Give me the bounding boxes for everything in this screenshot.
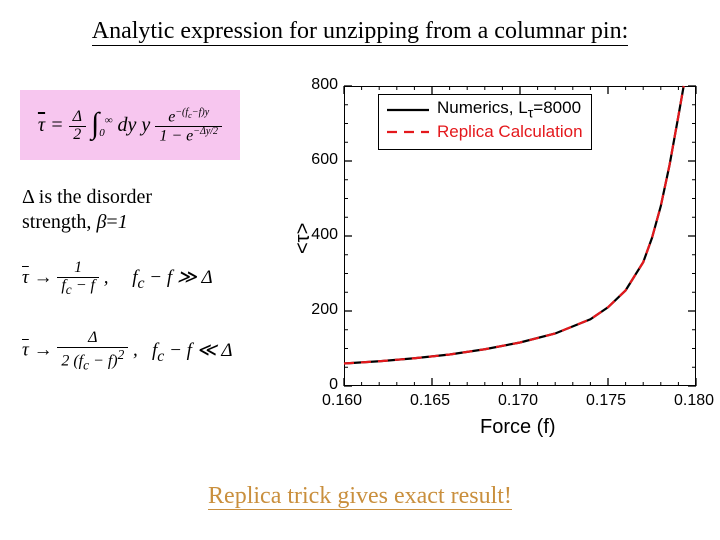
slide-title-text: Analytic expression for unzipping from a…	[92, 18, 629, 46]
x-tick-label: 0.165	[410, 392, 450, 410]
x-tick-label: 0.175	[586, 392, 626, 410]
y-tick-label: 0	[329, 376, 338, 394]
disorder-line2: strength, β=1	[22, 211, 128, 233]
limit-expression-2: τ → Δ2 (fc − f)2 , fc − f ≪ Δ	[22, 330, 232, 372]
legend-swatch	[387, 101, 429, 119]
legend-label: Numerics, Lτ=8000	[437, 98, 581, 121]
slide-root: Analytic expression for unzipping from a…	[0, 0, 720, 540]
legend-entry: Replica Calculation	[387, 121, 583, 143]
main-formula-content: τ = Δ2 ∫0∞ dy y e−(fc−f)y 1 − e−Δy/2	[38, 105, 222, 145]
x-axis-title: Force (f)	[480, 416, 556, 439]
footer-conclusion: Replica trick gives exact result!	[0, 483, 720, 510]
slide-title: Analytic expression for unzipping from a…	[0, 18, 720, 45]
disorder-caption: Δ is the disorder strength, β=1	[22, 185, 242, 235]
limit2-condition: fc − f ≪ Δ	[152, 340, 232, 361]
legend-label: Replica Calculation	[437, 122, 583, 142]
y-tick-label: 800	[311, 76, 338, 94]
limit1-comma: ,	[104, 267, 109, 288]
chart-legend: Numerics, Lτ=8000Replica Calculation	[378, 94, 592, 150]
x-tick-label: 0.180	[674, 392, 714, 410]
x-tick-label: 0.160	[322, 392, 362, 410]
footer-text: Replica trick gives exact result!	[208, 483, 512, 510]
y-tick-label: 600	[311, 151, 338, 169]
tau-vs-force-chart: <τ> Force (f) Numerics, Lτ=8000Replica C…	[274, 76, 708, 460]
x-tick-label: 0.170	[498, 392, 538, 410]
limit2-comma: ,	[133, 340, 138, 361]
limit1-condition: fc − f ≫ Δ	[132, 267, 212, 288]
main-formula: τ = Δ2 ∫0∞ dy y e−(fc−f)y 1 − e−Δy/2	[20, 90, 240, 160]
disorder-line1: Δ is the disorder	[22, 186, 152, 208]
legend-swatch	[387, 123, 429, 141]
limit-expression-1: τ → 1fc − f , fc − f ≫ Δ	[22, 260, 213, 297]
y-tick-label: 400	[311, 226, 338, 244]
legend-entry: Numerics, Lτ=8000	[387, 99, 583, 121]
y-tick-label: 200	[311, 301, 338, 319]
